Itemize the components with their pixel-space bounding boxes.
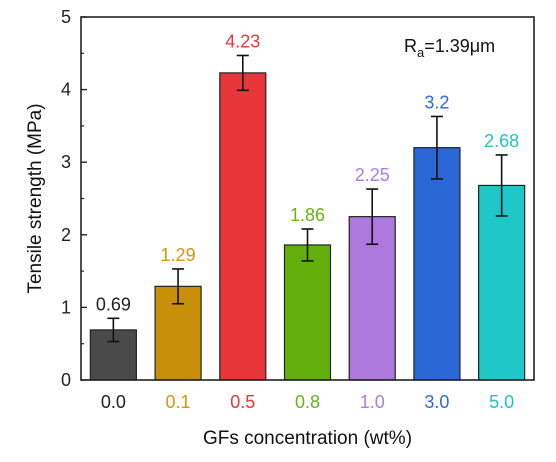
error-bars (107, 54, 508, 343)
data-label-0.8: 1.86 (290, 205, 325, 225)
data-label-0.0: 0.69 (96, 294, 131, 314)
plot-frame (80, 16, 535, 381)
x-axis-ticks: 0.0 0.1 0.5 0.8 1.0 3.0 5.0 (101, 374, 514, 412)
x-tick-label-3.0: 3.0 (424, 392, 449, 412)
x-tick-label-0.8: 0.8 (295, 392, 320, 412)
x-tick-label-0.0: 0.0 (101, 392, 126, 412)
x-tick-label-0.5: 0.5 (230, 392, 255, 412)
y-tick-label: 2 (61, 225, 71, 245)
bar-3.0 (413, 147, 461, 381)
x-tick-label-0.1: 0.1 (166, 392, 191, 412)
y-tick-label: 3 (61, 152, 71, 172)
x-tick-label-5.0: 5.0 (489, 392, 514, 412)
data-labels: 0.69 1.29 4.23 1.86 2.25 3.2 2.68 (96, 31, 519, 314)
y-axis-ticks: 0 1 2 3 4 5 (61, 7, 87, 390)
data-label-5.0: 2.68 (484, 131, 519, 151)
data-label-1.0: 2.25 (355, 165, 390, 185)
annotation-prefix: R (404, 36, 417, 56)
y-axis-title: Tensile strength (MPa) (25, 103, 46, 293)
y-tick-label: 1 (61, 297, 71, 317)
annotation-suffix: =1.39μm (424, 36, 495, 56)
x-axis-title: GFs concentration (wt%) (203, 428, 412, 449)
y-tick-label: 0 (61, 370, 71, 390)
data-label-0.5: 4.23 (225, 31, 260, 51)
y-tick-label: 4 (61, 80, 71, 100)
y-tick-label: 5 (61, 7, 71, 27)
data-label-3.0: 3.2 (424, 92, 449, 112)
bar-0.8 (283, 244, 332, 381)
bar-0.5 (219, 72, 267, 381)
annotation-subscript: a (417, 45, 425, 60)
data-label-0.1: 1.29 (161, 245, 196, 265)
bars (89, 72, 526, 381)
x-tick-label-1.0: 1.0 (360, 392, 385, 412)
roughness-annotation: Ra=1.39μm (404, 36, 495, 60)
